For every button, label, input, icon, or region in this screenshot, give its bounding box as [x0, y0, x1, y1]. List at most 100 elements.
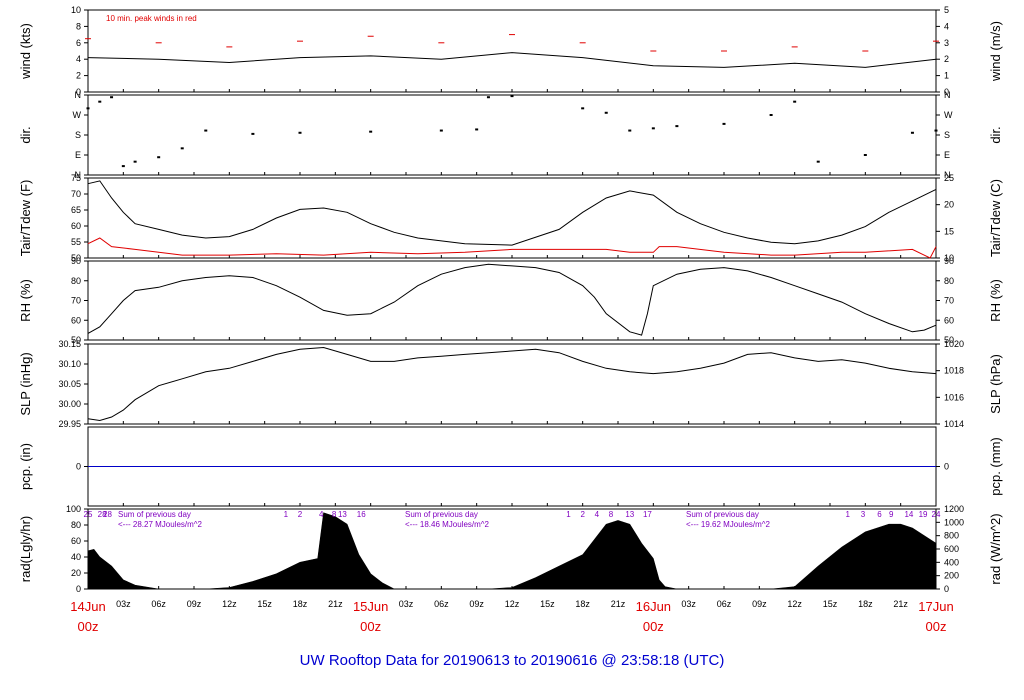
rad-hour-mark: 4 [595, 510, 600, 519]
ylabel-right: wind (m/s) [988, 21, 1003, 82]
ylabel-right: pcp. (mm) [988, 437, 1003, 496]
left-tick-label: 30.05 [58, 379, 81, 389]
rad-hour-mark: 1 [284, 510, 289, 519]
x-tick-label: 03z [116, 599, 131, 609]
rad-hour-mark: 2 [298, 510, 303, 519]
left-tick-label: 70 [71, 189, 81, 199]
left-tick-label: 8 [76, 21, 81, 31]
dir-point [251, 132, 255, 135]
right-tick-label: 0 [944, 87, 949, 97]
ylabel-right: rad (W/m^2) [988, 513, 1003, 584]
left-tick-label: 60 [71, 221, 81, 231]
left-tick-label: N [75, 170, 82, 180]
left-tick-label: 29.95 [58, 419, 81, 429]
right-tick-label: 15 [944, 226, 954, 236]
panel-wind: 0 2 4 6 8 10 0 1 2 3 4 5 wind (kts) wind (m/s) 10 min.… [18, 5, 1003, 97]
day-label-hour: 00z [643, 619, 664, 634]
left-tick-label: 40 [71, 552, 81, 562]
right-tick-label: 20 [944, 200, 954, 210]
dir-point [722, 122, 726, 125]
x-tick-label: 18z [858, 599, 873, 609]
dir-point [369, 130, 373, 133]
ylabel-left: RH (%) [18, 279, 33, 322]
rad-hour-mark: 1 [566, 510, 571, 519]
x-tick-label: 21z [328, 599, 343, 609]
SLP-line [87, 346, 937, 422]
right-tick-label: 1014 [944, 419, 964, 429]
right-tick-label: W [944, 110, 953, 120]
dir-point [910, 131, 914, 134]
rad-hour-mark: 25 [84, 510, 93, 519]
right-tick-label: S [944, 130, 950, 140]
right-tick-label: 1018 [944, 366, 964, 376]
x-tick-label: 15z [257, 599, 272, 609]
x-tick-label: 06z [151, 599, 166, 609]
x-tick-label: 18z [293, 599, 308, 609]
x-tick-labels: 03z 06z 09z 12z 15z 18z 21z 03z 06z 09z 12z 15z 18z 2… [116, 599, 908, 609]
left-tick-label: 0 [76, 584, 81, 594]
panel-frame-dir [87, 94, 937, 176]
x-tick-label: 21z [893, 599, 908, 609]
dir-point [475, 128, 479, 131]
rad-hour-mark: 13 [625, 510, 634, 519]
ylabel-left: wind (kts) [18, 23, 33, 80]
x-tick-label: 03z [681, 599, 696, 609]
right-tick-label: 200 [944, 571, 959, 581]
right-tick-label: 0 [944, 462, 949, 472]
rad-hour-mark: 16 [357, 510, 366, 519]
rad-hour-mark: 8 [332, 510, 337, 519]
rad-count: 28 [103, 510, 112, 519]
panel-frame-rh [87, 260, 937, 341]
left-tick-label: 100 [66, 504, 81, 514]
dir-point [157, 156, 161, 159]
rad-hour-mark: 13 [338, 510, 347, 519]
ylabel-right: SLP (hPa) [988, 354, 1003, 414]
right-tick-label: 1200 [944, 504, 964, 514]
rad-hour-mark: 17 [643, 510, 652, 519]
ylabel-left: Tair/Tdew (F) [18, 180, 33, 257]
right-tick-label: 1016 [944, 392, 964, 402]
rad-sum-value: <--- 18.46 MJoules/m^2 [405, 520, 490, 529]
chart-title: UW Rooftop Data for 20190613 to 20190616… [300, 652, 725, 669]
x-tick-label: 06z [717, 599, 732, 609]
dir-point [934, 129, 938, 132]
left-tick-label: 60 [71, 315, 81, 325]
x-tick-label: 15z [823, 599, 838, 609]
rad-hour-mark: 8 [609, 510, 614, 519]
rad-hour-mark: 6 [877, 510, 882, 519]
left-tick-label: 30.15 [58, 339, 81, 349]
dir-point [439, 129, 443, 132]
dir-point [86, 107, 90, 110]
RH-line [87, 263, 937, 336]
dir-point [204, 129, 208, 132]
rad-sum-value: <--- 28.27 MJoules/m^2 [118, 520, 203, 529]
rad-annotation: Sum of previous day<--- 18.46 MJoules/m^… [405, 510, 490, 529]
day-label-date: 14Jun [70, 599, 105, 614]
ylabel-right: RH (%) [988, 279, 1003, 322]
rad-annotation: 28 Sum of previous day<--- 28.27 MJoules/… [103, 510, 202, 529]
left-tick-label: 75 [71, 173, 81, 183]
rad-hour-mark: 3 [861, 510, 866, 519]
rad-hour-mark: 4 [319, 510, 324, 519]
x-tick-label: 15z [540, 599, 555, 609]
ylabel-left: dir. [18, 126, 33, 143]
dir-point [651, 127, 655, 130]
left-tick-label: 80 [71, 520, 81, 530]
dir-point [816, 160, 820, 163]
left-tick-label: 50 [71, 335, 81, 345]
left-tick-label: 30.10 [58, 359, 81, 369]
left-tick-label: 50 [71, 253, 81, 263]
left-tick-label: 60 [71, 536, 81, 546]
right-tick-label: 80 [944, 276, 954, 286]
panel-frame-wind [87, 9, 937, 93]
wind-annotation: 10 min. peak winds in red [106, 14, 197, 23]
dir-point [180, 147, 184, 150]
left-tick-label: E [75, 150, 81, 160]
x-tick-label: 21z [611, 599, 626, 609]
dir-point [604, 111, 608, 114]
left-tick-label: S [75, 130, 81, 140]
left-tick-label: 55 [71, 237, 81, 247]
dir-point [486, 96, 490, 99]
left-tick-label: 90 [71, 256, 81, 266]
dir-point [98, 100, 102, 103]
